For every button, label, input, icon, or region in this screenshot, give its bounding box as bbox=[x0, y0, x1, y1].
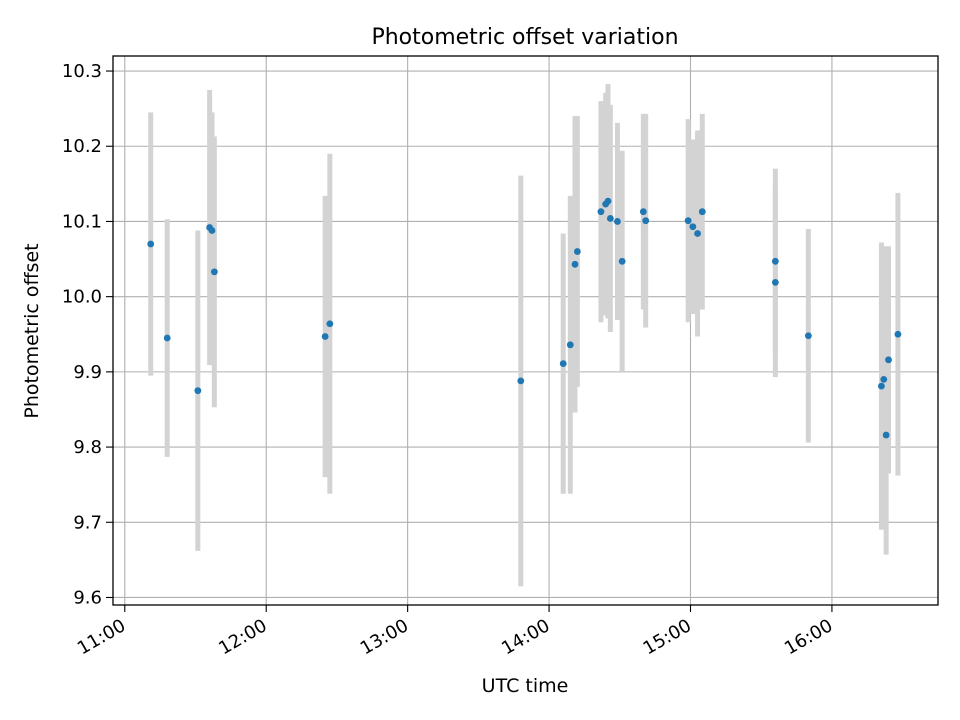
markers bbox=[147, 197, 902, 439]
data-point bbox=[321, 333, 329, 340]
data-point bbox=[894, 330, 902, 338]
y-axis-label: Photometric offset bbox=[21, 243, 43, 418]
data-point bbox=[517, 377, 525, 385]
x-axis-label: UTC time bbox=[482, 675, 569, 697]
data-point bbox=[689, 223, 697, 231]
data-point bbox=[804, 332, 812, 340]
data-point bbox=[618, 257, 626, 265]
data-point bbox=[604, 197, 612, 205]
data-point bbox=[559, 360, 567, 367]
data-point bbox=[694, 230, 701, 237]
data-point bbox=[642, 217, 650, 225]
y-tick-label: 10.1 bbox=[62, 211, 102, 232]
data-point bbox=[210, 268, 218, 276]
y-tick-label: 9.7 bbox=[73, 512, 102, 533]
plot-frame bbox=[112, 55, 939, 606]
grid bbox=[113, 56, 938, 605]
data-point bbox=[684, 217, 692, 225]
data-point bbox=[885, 356, 892, 364]
data-point bbox=[194, 387, 202, 395]
data-point bbox=[597, 208, 605, 216]
chart-title: Photometric offset variation bbox=[371, 25, 678, 50]
data-point bbox=[566, 341, 574, 349]
data-point bbox=[878, 382, 885, 390]
data-point bbox=[639, 208, 647, 216]
data-point bbox=[614, 218, 621, 225]
y-tick-label: 9.6 bbox=[73, 587, 102, 608]
y-axis-ticks: 9.6 9.7 9.8 9.9 10.0 10.1 10.2 10.3 bbox=[62, 61, 113, 608]
data-point bbox=[147, 240, 155, 248]
data-point bbox=[208, 227, 216, 234]
y-tick-label: 10.0 bbox=[62, 287, 102, 308]
data-point bbox=[771, 278, 779, 286]
data-point bbox=[571, 260, 579, 268]
data-point bbox=[771, 257, 779, 265]
data-point bbox=[698, 208, 706, 216]
data-point bbox=[880, 375, 888, 383]
data-point bbox=[606, 215, 614, 222]
data-point bbox=[163, 334, 171, 342]
y-tick-label: 10.3 bbox=[62, 61, 102, 82]
y-tick-label: 10.2 bbox=[62, 136, 102, 157]
data-point bbox=[573, 248, 581, 255]
data-point bbox=[882, 431, 890, 439]
y-tick-label: 9.9 bbox=[73, 362, 102, 383]
data-point bbox=[326, 320, 334, 328]
y-tick-label: 9.8 bbox=[73, 437, 102, 458]
